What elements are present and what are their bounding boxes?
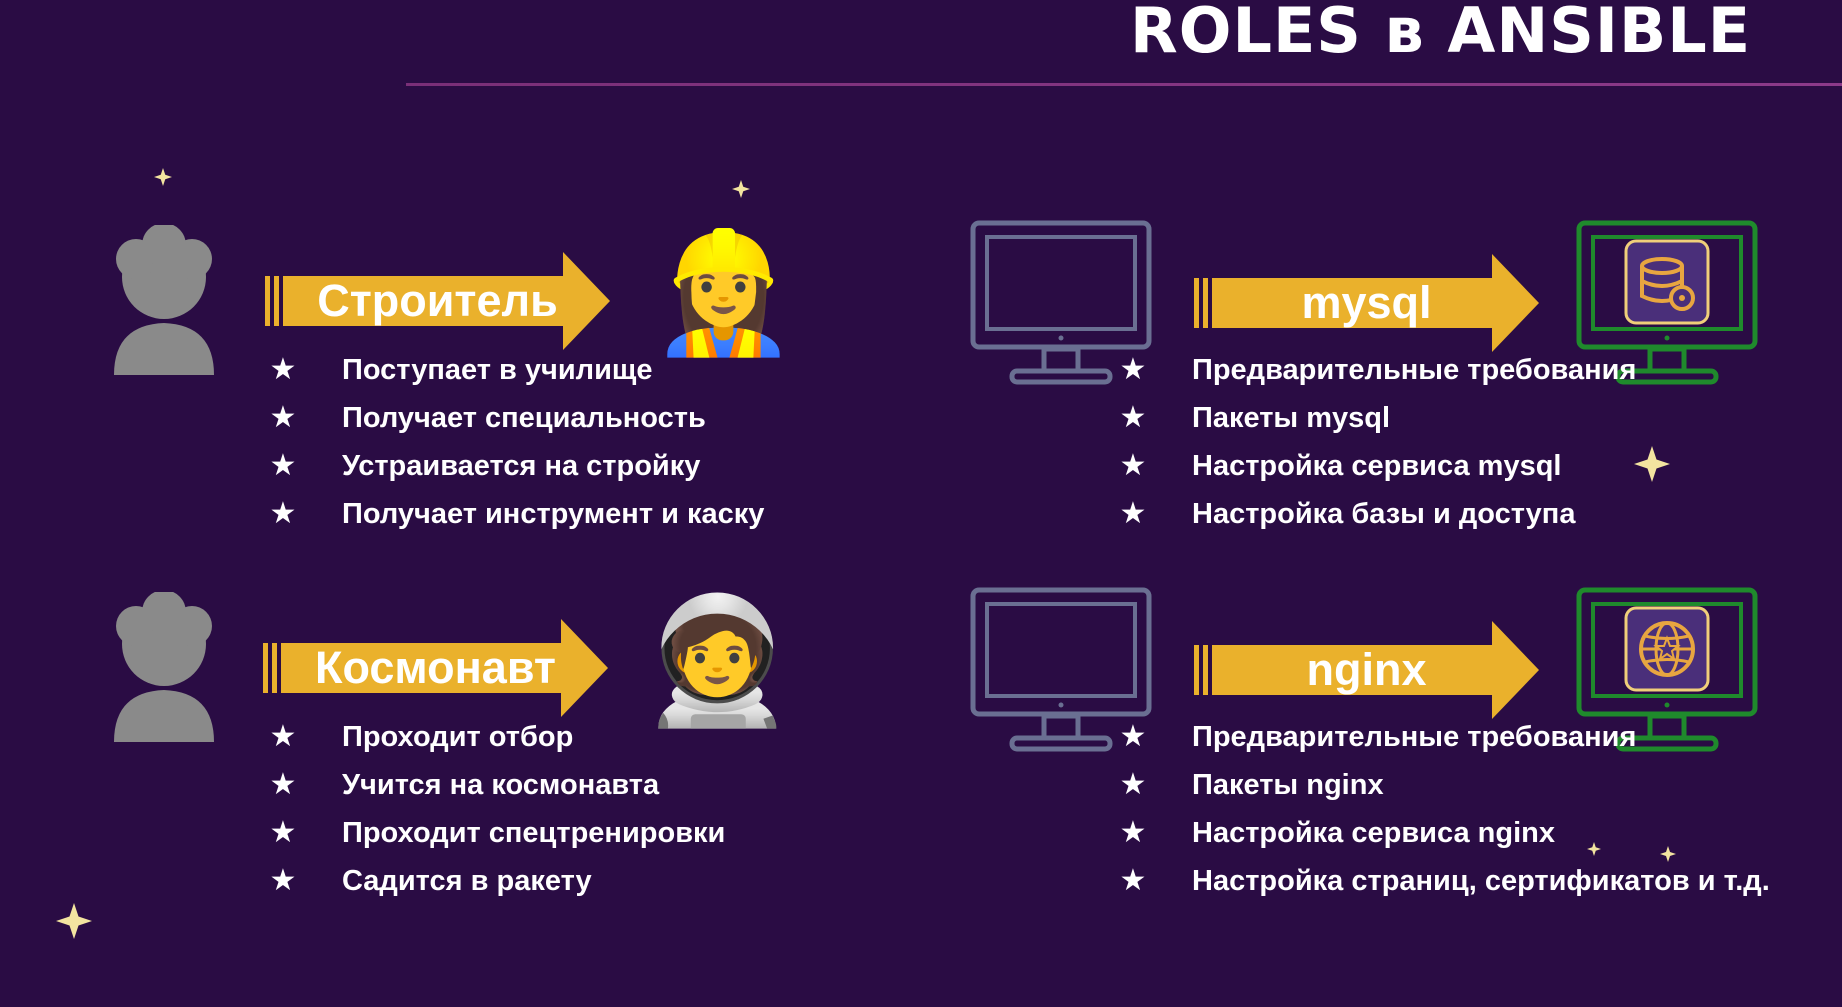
list-item: ★ Предварительные требования <box>1118 713 1770 761</box>
list-item: ★ Поступает в училище <box>268 346 764 394</box>
star-bullet-icon: ★ <box>1119 353 1147 386</box>
list-item: ★ Получает инструмент и каску <box>268 490 765 538</box>
decorative-star-icon <box>1634 446 1670 482</box>
person-panel-cosmonaut: Космонавт 🧑‍🚀 ★ Проходит отбор ★ Учится на… <box>0 567 920 1007</box>
monitor-green-icon <box>1576 587 1758 752</box>
role-label-cosmonaut: Космонавт <box>315 642 556 693</box>
star-bullet-icon: ★ <box>269 497 297 530</box>
decorative-star-icon <box>732 180 750 198</box>
role-label-builder: Строитель <box>317 275 558 326</box>
decorative-star-icon <box>1587 842 1601 856</box>
star-bullet-icon: ★ <box>269 768 297 801</box>
star-bullet-icon: ★ <box>1119 816 1147 849</box>
decorative-star-icon <box>1660 846 1676 862</box>
list-item: ★ Устраивается на стройку <box>268 442 764 490</box>
cosmonaut-emoji-icon: 🧑‍🚀 <box>640 592 795 730</box>
star-bullet-icon: ★ <box>269 720 297 753</box>
star-bullet-icon: ★ <box>269 353 297 386</box>
star-bullet-icon: ★ <box>1119 864 1147 897</box>
list-item: ★ Настройка сервиса mysql <box>1118 442 1636 490</box>
cosmonaut-steps-list: ★ Проходит отбор ★ Учится на космонавта ★ П… <box>268 713 726 905</box>
role-label-nginx: nginx <box>1306 644 1427 695</box>
monitor-outline-icon <box>970 220 1152 385</box>
title-underline <box>406 83 1842 86</box>
star-bullet-icon: ★ <box>269 401 297 434</box>
person-silhouette-icon <box>114 592 214 742</box>
star-bullet-icon: ★ <box>1119 401 1147 434</box>
role-arrow-nginx: nginx <box>1194 619 1539 721</box>
role-arrow-cosmonaut: Космонавт <box>263 617 608 719</box>
mysql-steps-list: ★ Предварительные требования ★ Пакеты mysq… <box>1118 346 1637 538</box>
list-item: ★ Пакеты nginx <box>1118 761 1770 809</box>
list-item: ★ Настройка сервиса nginx <box>1118 809 1770 857</box>
nginx-steps-list: ★ Предварительные требования ★ Пакеты ngin… <box>1118 713 1770 905</box>
decorative-star-icon <box>56 903 92 939</box>
list-item: ★ Садится в ракету <box>268 857 725 905</box>
star-bullet-icon: ★ <box>1119 449 1147 482</box>
list-item: ★ Настройка базы и доступа <box>1118 490 1636 538</box>
star-bullet-icon: ★ <box>269 864 297 897</box>
monitor-outline-icon <box>970 587 1152 752</box>
builder-steps-list: ★ Поступает в училище ★ Получает специальн… <box>268 346 765 538</box>
list-item: ★ Пакеты mysql <box>1118 394 1636 442</box>
decorative-star-icon <box>154 168 172 186</box>
role-arrow-mysql: mysql <box>1194 252 1539 354</box>
role-arrow-builder: Строитель <box>265 250 610 352</box>
star-bullet-icon: ★ <box>1119 768 1147 801</box>
person-silhouette-icon <box>114 225 214 375</box>
list-item: ★ Получает специальность <box>268 394 764 442</box>
role-label-mysql: mysql <box>1301 277 1432 328</box>
star-bullet-icon: ★ <box>1119 720 1147 753</box>
star-bullet-icon: ★ <box>269 449 297 482</box>
server-panel-nginx: nginx ★ Предварительные требования ★ Пакет… <box>920 567 1840 1007</box>
list-item: ★ Настройка страниц, сертификатов и т.д. <box>1118 857 1770 905</box>
star-bullet-icon: ★ <box>269 816 297 849</box>
person-panel-builder: Строитель 👷‍♀️ ★ Поступает в училище ★ Пол… <box>0 200 920 640</box>
monitor-green-icon <box>1576 220 1758 385</box>
slide-title: ROLES в ANSIBLE <box>1130 0 1752 67</box>
list-item: ★ Проходит отбор <box>268 713 725 761</box>
star-bullet-icon: ★ <box>1119 497 1147 530</box>
list-item: ★ Проходит спецтренировки <box>268 809 726 857</box>
builder-emoji-icon: 👷‍♀️ <box>650 227 797 359</box>
server-panel-mysql: mysql ★ Предварительные требования ★ Пакет… <box>920 200 1840 640</box>
list-item: ★ Учится на космонавта <box>268 761 725 809</box>
list-item: ★ Предварительные требования <box>1118 346 1637 394</box>
